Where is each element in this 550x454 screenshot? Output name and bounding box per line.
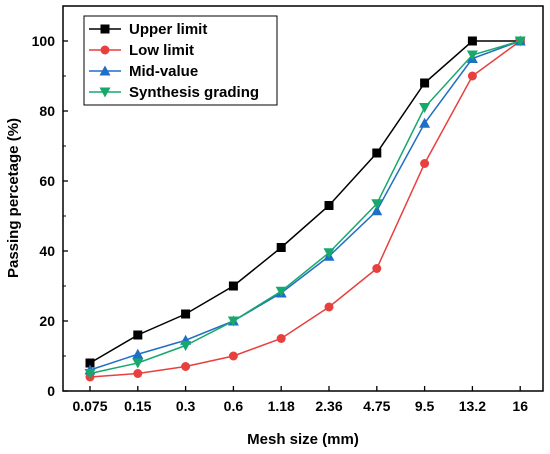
legend: Upper limit Low limit Mid-value Synthesis g… xyxy=(83,15,278,106)
legend-marker xyxy=(99,87,111,98)
x-tick-label: 16 xyxy=(512,398,528,414)
data-point xyxy=(467,71,477,81)
data-point xyxy=(324,302,334,312)
y-tick-label: 20 xyxy=(39,313,55,329)
y-axis: 0 20 40 60 80 100 xyxy=(32,33,68,399)
y-axis-label: Passing percetage (%) xyxy=(5,118,22,278)
data-point xyxy=(275,286,287,297)
data-point xyxy=(419,117,431,128)
y-tick-label: 60 xyxy=(39,173,55,189)
data-point xyxy=(371,205,383,216)
legend-marker xyxy=(99,65,111,76)
x-tick-label: 13.2 xyxy=(459,398,486,414)
series-line xyxy=(89,40,521,378)
legend-item: Upper limit xyxy=(89,21,207,38)
x-tick-label: 1.18 xyxy=(268,398,295,414)
legend-label: Mid-value xyxy=(129,63,198,80)
data-point xyxy=(133,330,143,340)
data-point xyxy=(180,341,192,351)
legend-item: Mid-value xyxy=(89,63,198,80)
data-point xyxy=(466,50,478,61)
series-line xyxy=(89,40,521,364)
plot-frame xyxy=(62,5,544,392)
x-axis-label: Mesh size (mm) xyxy=(247,431,359,448)
x-tick-label: 9.5 xyxy=(415,398,435,414)
x-tick-label: 0.6 xyxy=(224,398,244,414)
x-tick-label: 4.75 xyxy=(363,398,390,414)
data-point xyxy=(133,369,143,378)
data-point xyxy=(276,243,286,252)
data-point xyxy=(132,358,144,369)
data-point xyxy=(371,199,383,210)
legend-label: Low limit xyxy=(129,42,194,59)
data-point xyxy=(85,358,95,368)
legend-item: Low limit xyxy=(89,42,194,59)
data-point xyxy=(467,36,477,46)
legend-item: Synthesis grading xyxy=(89,84,259,101)
y-tick-label: 80 xyxy=(39,103,55,119)
data-point xyxy=(132,348,144,359)
data-point xyxy=(323,248,335,259)
plot-area xyxy=(84,35,526,382)
series-line xyxy=(89,40,521,375)
legend-marker xyxy=(100,24,110,34)
x-axis: 0.075 0.15 0.3 0.6 1.18 2.36 4.75 9.5 13.2 16 xyxy=(72,386,528,414)
data-point xyxy=(420,78,430,88)
x-tick-label: 0.075 xyxy=(72,398,107,414)
data-point xyxy=(228,351,238,361)
series-line xyxy=(89,40,521,371)
data-point xyxy=(181,309,191,319)
data-point xyxy=(372,264,382,273)
legend-box xyxy=(83,15,278,106)
data-point xyxy=(420,159,430,168)
data-point xyxy=(324,201,334,210)
data-point xyxy=(227,316,239,327)
data-point xyxy=(372,148,382,158)
y-tick-label: 0 xyxy=(47,383,55,399)
data-point xyxy=(514,36,526,47)
x-tick-label: 2.36 xyxy=(315,398,342,414)
legend-label: Upper limit xyxy=(129,21,207,38)
data-point xyxy=(84,369,96,379)
data-point xyxy=(181,362,191,371)
legend-label: Synthesis grading xyxy=(129,84,259,101)
x-tick-label: 0.15 xyxy=(124,398,151,414)
legend-marker xyxy=(100,45,110,55)
y-tick-label: 100 xyxy=(32,33,56,49)
y-tick-label: 40 xyxy=(39,243,55,259)
series-synthesis-grading xyxy=(84,36,526,379)
data-point xyxy=(228,281,238,291)
x-tick-label: 0.3 xyxy=(176,398,196,414)
data-point xyxy=(419,103,431,113)
data-point xyxy=(276,334,286,343)
